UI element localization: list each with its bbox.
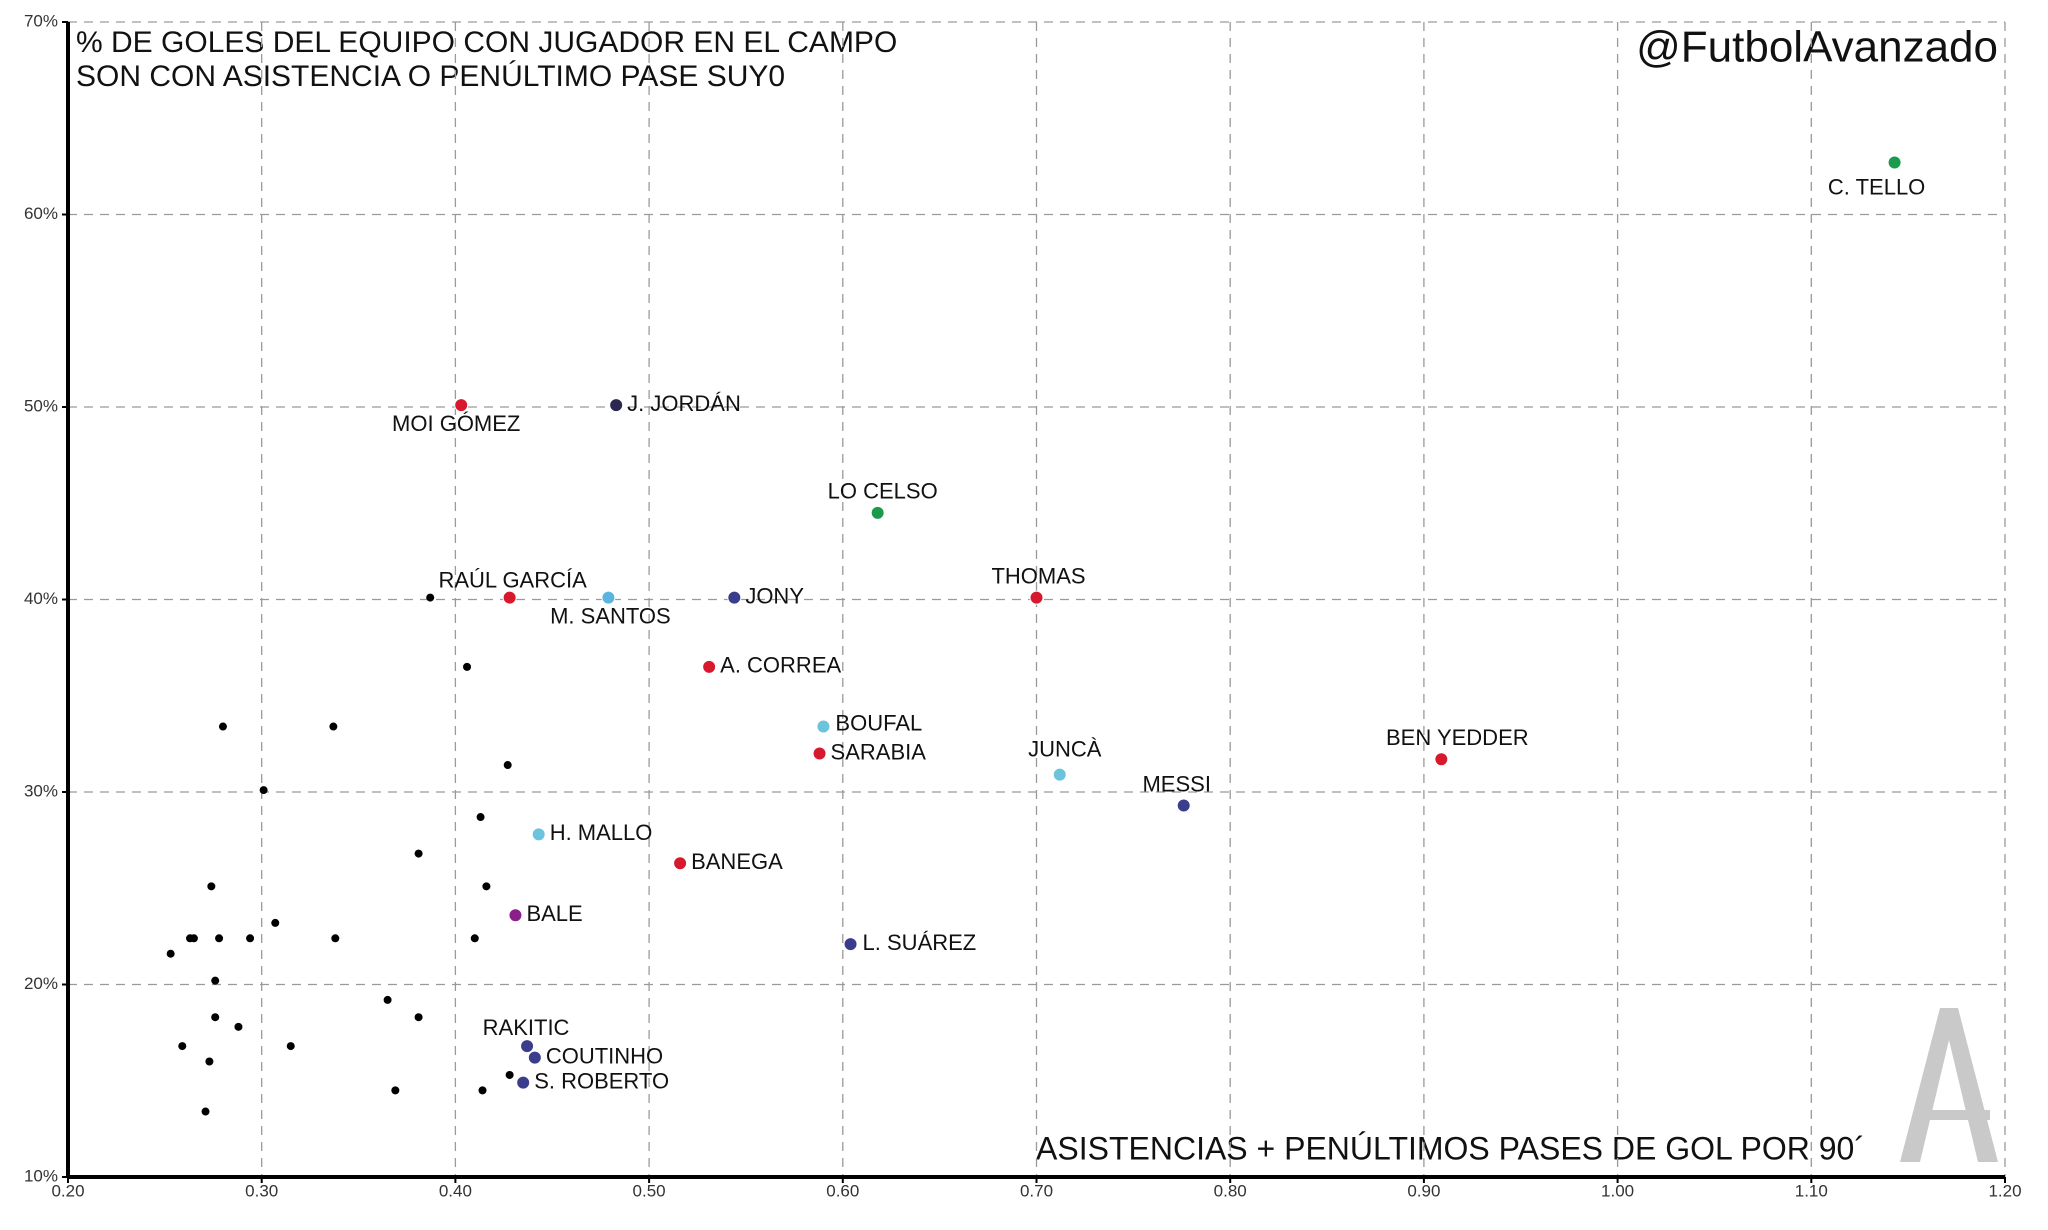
point-label: THOMAS bbox=[991, 563, 1085, 588]
point-label: BOUFAL bbox=[835, 710, 922, 735]
x-tick-label: 0.90 bbox=[1407, 1181, 1440, 1200]
y-tick-label: 30% bbox=[24, 781, 58, 800]
point bbox=[870, 505, 885, 520]
point-label: COUTINHO bbox=[546, 1043, 663, 1068]
point bbox=[207, 882, 216, 891]
point-label: J. JORDÁN bbox=[627, 391, 741, 416]
x-tick-label: 0.30 bbox=[245, 1181, 278, 1200]
x-tick-label: 1.10 bbox=[1795, 1181, 1828, 1200]
point-label: H. MALLO bbox=[550, 820, 653, 845]
point bbox=[246, 934, 255, 943]
point bbox=[201, 1107, 210, 1116]
point-label: A. CORREA bbox=[720, 653, 841, 678]
chart-title-line: SON CON ASISTENCIA O PENÚLTIMO PASE SUY0 bbox=[76, 60, 785, 93]
point bbox=[1434, 752, 1449, 767]
point bbox=[463, 662, 472, 671]
point bbox=[476, 813, 485, 822]
point bbox=[609, 398, 624, 413]
point bbox=[234, 1022, 243, 1031]
x-tick-label: 1.20 bbox=[1988, 1181, 2021, 1200]
point bbox=[454, 398, 469, 413]
point-label: BANEGA bbox=[691, 849, 783, 874]
point-label: BALE bbox=[526, 901, 582, 926]
point-label: RAÚL GARCÍA bbox=[438, 567, 587, 592]
x-tick-label: 0.50 bbox=[633, 1181, 666, 1200]
x-axis-label: ASISTENCIAS + PENÚLTIMOS PASES DE GOL PO… bbox=[1036, 1130, 1865, 1166]
point bbox=[414, 1013, 423, 1022]
point bbox=[508, 908, 523, 923]
point-label: MESSI bbox=[1142, 771, 1210, 796]
point bbox=[211, 976, 220, 985]
point bbox=[516, 1075, 531, 1090]
x-tick-label: 0.20 bbox=[51, 1181, 84, 1200]
point-label: LO CELSO bbox=[828, 479, 938, 504]
point bbox=[189, 934, 198, 943]
y-tick-label: 50% bbox=[24, 396, 58, 415]
point bbox=[331, 934, 340, 943]
point-label: M. SANTOS bbox=[550, 603, 671, 628]
point bbox=[843, 937, 858, 952]
point-label: JUNCÀ bbox=[1028, 736, 1102, 761]
point bbox=[1176, 798, 1191, 813]
x-tick-label: 0.60 bbox=[826, 1181, 859, 1200]
point bbox=[426, 593, 435, 602]
point bbox=[702, 659, 717, 674]
y-tick-label: 70% bbox=[24, 11, 58, 30]
point bbox=[215, 934, 224, 943]
point bbox=[503, 761, 512, 770]
y-tick-label: 40% bbox=[24, 589, 58, 608]
point-label: S. ROBERTO bbox=[534, 1068, 669, 1093]
point bbox=[505, 1070, 514, 1079]
point bbox=[1052, 767, 1067, 782]
point bbox=[816, 719, 831, 734]
point-label: L. SUÁREZ bbox=[863, 930, 977, 955]
y-tick-label: 10% bbox=[24, 1166, 58, 1185]
logo bbox=[1900, 1008, 1998, 1162]
point bbox=[502, 590, 517, 605]
point-label: MOI GÓMEZ bbox=[392, 411, 520, 436]
x-tick-label: 0.40 bbox=[439, 1181, 472, 1200]
point bbox=[391, 1086, 400, 1095]
point bbox=[259, 786, 268, 795]
x-tick-label: 0.80 bbox=[1214, 1181, 1247, 1200]
point bbox=[178, 1042, 187, 1051]
logo-bar bbox=[1920, 1110, 1990, 1120]
point bbox=[166, 949, 175, 958]
point bbox=[286, 1042, 295, 1051]
point bbox=[482, 882, 491, 891]
point bbox=[414, 849, 423, 858]
point bbox=[271, 918, 280, 927]
logo-shape bbox=[1900, 1008, 1998, 1162]
point-label: C. TELLO bbox=[1828, 174, 1925, 199]
point bbox=[727, 590, 742, 605]
point bbox=[601, 590, 616, 605]
point bbox=[673, 856, 688, 871]
watermark: @FutbolAvanzado bbox=[1636, 23, 1998, 72]
y-tick-label: 60% bbox=[24, 204, 58, 223]
point bbox=[531, 827, 546, 842]
point-label: RAKITIC bbox=[483, 1015, 570, 1040]
point bbox=[205, 1057, 214, 1066]
point-label: BEN YEDDER bbox=[1386, 725, 1529, 750]
point bbox=[1887, 155, 1902, 170]
point bbox=[218, 722, 227, 731]
chart-title-line: % DE GOLES DEL EQUIPO CON JUGADOR EN EL … bbox=[76, 26, 897, 59]
point bbox=[329, 722, 338, 731]
point bbox=[527, 1050, 542, 1065]
point bbox=[812, 746, 827, 761]
x-tick-label: 1.00 bbox=[1601, 1181, 1634, 1200]
x-tick-label: 0.70 bbox=[1020, 1181, 1053, 1200]
y-tick-label: 20% bbox=[24, 974, 58, 993]
point bbox=[478, 1086, 487, 1095]
point bbox=[383, 995, 392, 1004]
point bbox=[470, 934, 479, 943]
point bbox=[211, 1013, 220, 1022]
point-label: SARABIA bbox=[831, 739, 927, 764]
point bbox=[1029, 590, 1044, 605]
point-label: JONY bbox=[745, 583, 804, 608]
point bbox=[520, 1039, 535, 1054]
